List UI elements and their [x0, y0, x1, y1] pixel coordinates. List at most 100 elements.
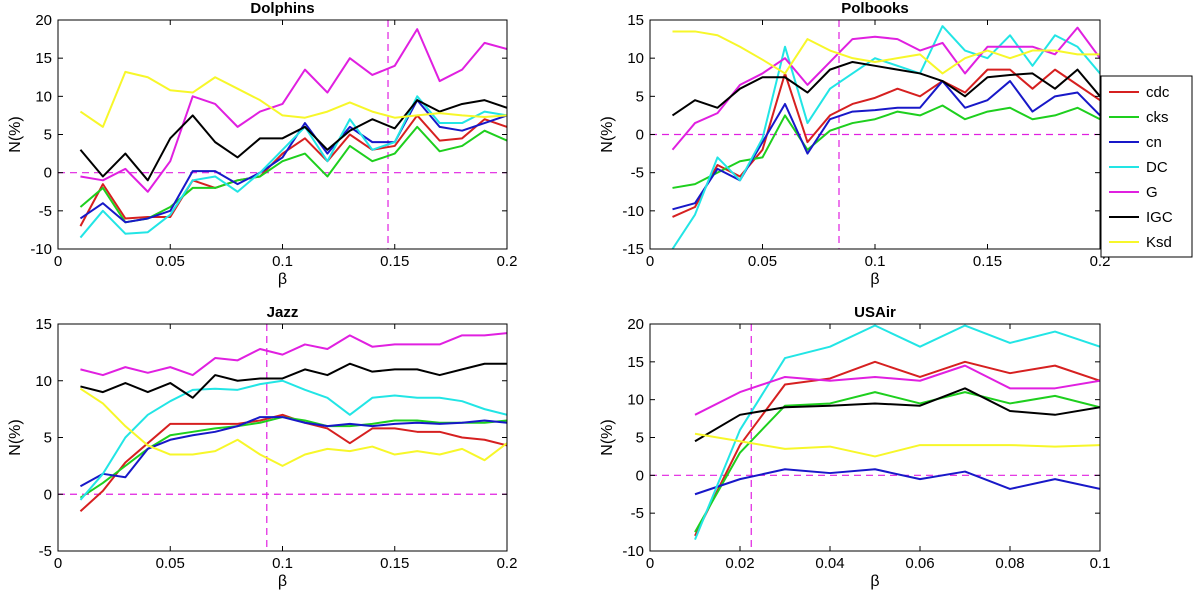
- y-tick-label: -5: [39, 203, 52, 220]
- series-line-igc: [79, 99, 507, 182]
- series-line-cn: [672, 80, 1100, 211]
- series-line-g: [80, 28, 507, 193]
- x-tick-label: 0.05: [156, 555, 185, 572]
- x-tick-label: 0.05: [156, 253, 185, 270]
- y-tick-label: 5: [44, 127, 52, 144]
- series-line-cks: [79, 416, 507, 499]
- y-axis-label: N(%): [599, 419, 616, 455]
- series-line-cdc: [694, 360, 1100, 537]
- y-tick-label: -5: [39, 543, 52, 560]
- x-tick-label: 0.1: [865, 253, 886, 270]
- y-axis-label: N(%): [7, 116, 24, 152]
- series-line-g: [80, 332, 507, 377]
- series-line-ksd: [694, 432, 1100, 458]
- series-line-ksd: [672, 30, 1100, 75]
- y-tick-label: 0: [636, 127, 644, 144]
- series-line-igc: [80, 362, 507, 399]
- series-group: [79, 28, 507, 239]
- panel-dolphins: Dolphins 0 0.05 0.1 0.15 0.2 -10 -5 0 5 10 15 20 β N(%…: [7, 0, 517, 288]
- x-tick-label: 0.15: [380, 253, 409, 270]
- y-tick-label: -10: [622, 203, 644, 220]
- series-line-cn: [79, 99, 507, 224]
- series-group: [694, 324, 1100, 541]
- legend-item-cdc: cdc: [1109, 84, 1170, 101]
- series-line-igc: [694, 387, 1100, 443]
- series-line-cn: [79, 416, 507, 488]
- x-tick-label: 0: [646, 253, 654, 270]
- y-tick-label: 15: [35, 50, 52, 67]
- chart-title: Dolphins: [250, 0, 314, 17]
- chart-title: USAir: [854, 304, 896, 321]
- y-tick-label: 0: [636, 467, 644, 484]
- series-line-dc: [694, 324, 1100, 541]
- x-tick-label: 0.02: [725, 555, 754, 572]
- series-group: [79, 332, 507, 513]
- series-line-cks: [694, 391, 1100, 533]
- y-tick-label: -10: [622, 543, 644, 560]
- x-tick-label: 0.04: [815, 555, 844, 572]
- legend-item-ksd: Ksd: [1109, 234, 1172, 251]
- y-tick-label: 10: [627, 50, 644, 67]
- legend-label: cn: [1146, 134, 1162, 151]
- x-tick-label: 0.15: [380, 555, 409, 572]
- legend-item-dc: DC: [1109, 159, 1168, 176]
- x-axis-label: β: [278, 573, 287, 590]
- y-tick-label: 10: [627, 392, 644, 409]
- series-line-cdc: [79, 413, 507, 513]
- x-tick-label: 0: [54, 555, 62, 572]
- series-line-dc: [671, 25, 1100, 249]
- chart-title: Jazz: [267, 304, 299, 321]
- legend: cdc cks cn DC G IGC Ksd: [1100, 75, 1193, 258]
- legend-item-cks: cks: [1109, 109, 1169, 126]
- x-axis-label: β: [870, 573, 879, 590]
- legend-item-g: G: [1109, 184, 1158, 201]
- legend-label: DC: [1146, 159, 1168, 176]
- y-tick-label: -5: [631, 165, 644, 182]
- y-tick-label: 0: [44, 486, 52, 503]
- y-axis-label: N(%): [599, 116, 616, 152]
- y-tick-label: 5: [636, 430, 644, 447]
- y-tick-label: -15: [622, 241, 644, 258]
- legend-item-igc: IGC: [1109, 209, 1173, 226]
- x-tick-label: 0: [54, 253, 62, 270]
- y-tick-label: 5: [636, 88, 644, 105]
- legend-label: IGC: [1146, 209, 1173, 226]
- legend-label: cdc: [1146, 84, 1170, 101]
- x-tick-label: 0.2: [497, 555, 518, 572]
- x-tick-label: 0.06: [905, 555, 934, 572]
- legend-label: cks: [1146, 109, 1169, 126]
- legend-label: Ksd: [1146, 234, 1172, 251]
- series-line-g: [694, 364, 1100, 416]
- y-tick-label: 20: [627, 316, 644, 333]
- series-line-cks: [672, 104, 1100, 189]
- x-tick-label: 0: [646, 555, 654, 572]
- y-tick-label: 15: [35, 316, 52, 333]
- x-tick-label: 0.08: [995, 555, 1024, 572]
- y-tick-label: 0: [44, 165, 52, 182]
- legend-label: G: [1146, 184, 1158, 201]
- y-tick-label: 20: [35, 12, 52, 29]
- y-tick-label: 15: [627, 12, 644, 29]
- axes-frame: [649, 19, 1101, 250]
- x-tick-label: 0.2: [497, 253, 518, 270]
- y-tick-label: 10: [35, 373, 52, 390]
- series-line-dc: [79, 95, 507, 239]
- y-tick-label: 10: [35, 88, 52, 105]
- axes-frame: [57, 19, 508, 250]
- series-line-cn: [694, 468, 1100, 496]
- x-tick-label: 0.1: [272, 253, 293, 270]
- y-tick-label: 15: [627, 354, 644, 371]
- x-tick-label: 0.1: [272, 555, 293, 572]
- x-axis-label: β: [870, 271, 879, 288]
- series-line-g: [671, 26, 1100, 151]
- series-line-ksd: [79, 387, 507, 467]
- legend-item-cn: cn: [1109, 134, 1162, 151]
- series-line-dc: [79, 379, 507, 501]
- series-group: [671, 25, 1100, 249]
- chart-title: Polbooks: [841, 0, 909, 17]
- x-tick-label: 0.15: [973, 253, 1002, 270]
- y-tick-label: 5: [44, 430, 52, 447]
- y-axis-label: N(%): [7, 419, 24, 455]
